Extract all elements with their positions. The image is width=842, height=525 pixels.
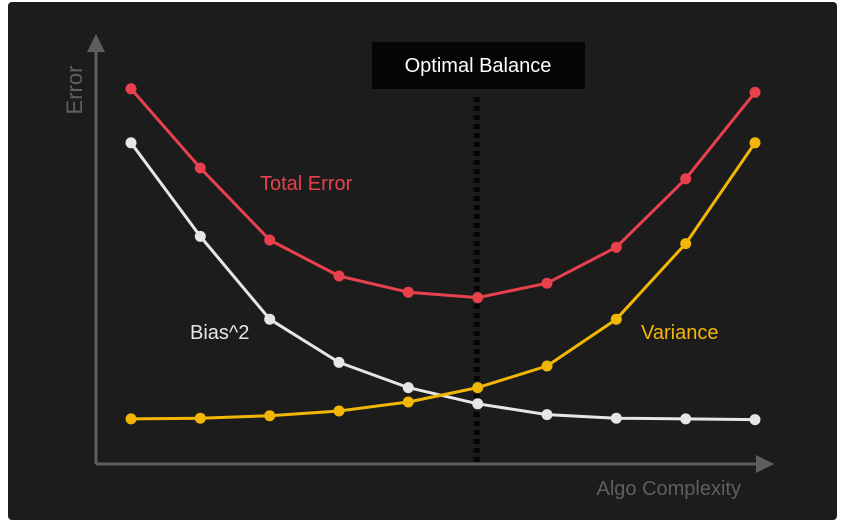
- data-point-bias-2: [402, 382, 414, 394]
- data-point-variance: [541, 360, 553, 372]
- data-point-total-error: [194, 162, 206, 174]
- series-total-error: [125, 83, 761, 304]
- data-point-variance: [472, 382, 484, 394]
- data-point-bias-2: [680, 413, 692, 425]
- data-point-bias-2: [541, 409, 553, 421]
- optimal-balance-label: Optimal Balance: [405, 55, 552, 77]
- data-point-total-error: [610, 241, 622, 253]
- data-point-total-error: [125, 83, 137, 95]
- data-point-bias-2: [610, 412, 622, 424]
- data-point-variance: [610, 313, 622, 325]
- data-point-variance: [749, 137, 761, 149]
- chart-frame: Error Algo Complexity Optimal Balance To…: [8, 2, 837, 520]
- data-point-variance: [125, 413, 137, 425]
- data-point-variance: [264, 410, 276, 422]
- data-point-bias-2: [194, 230, 206, 242]
- data-point-variance: [680, 238, 692, 250]
- data-point-variance: [402, 396, 414, 408]
- series-variance: [125, 137, 761, 425]
- data-point-total-error: [264, 234, 276, 246]
- y-axis-arrow-icon: [87, 34, 105, 52]
- data-point-total-error: [472, 292, 484, 304]
- series-label-bias: Bias^2: [190, 322, 249, 344]
- data-point-total-error: [541, 277, 553, 289]
- data-point-bias-2: [125, 137, 137, 149]
- y-axis-title: Error: [62, 66, 87, 115]
- data-point-bias-2: [264, 313, 276, 325]
- series-line-bias-2: [129, 141, 756, 422]
- series-layer: [125, 83, 761, 426]
- data-point-variance: [333, 405, 345, 417]
- data-point-total-error: [749, 86, 761, 98]
- series-label-total-error: Total Error: [260, 173, 353, 195]
- data-point-bias-2: [333, 356, 345, 368]
- bias-variance-chart: Error Algo Complexity Optimal Balance To…: [62, 34, 774, 500]
- data-point-variance: [194, 412, 206, 424]
- series-bias-2: [125, 137, 761, 426]
- data-point-bias-2: [472, 398, 484, 410]
- optimal-balance-box: [372, 42, 585, 89]
- series-labels: Total Error Bias^2 Variance: [190, 173, 718, 344]
- x-axis-title: Algo Complexity: [596, 478, 741, 500]
- series-line-total-error: [129, 87, 757, 300]
- data-point-total-error: [680, 173, 692, 185]
- data-point-total-error: [333, 270, 345, 282]
- x-axis-arrow-icon: [756, 455, 774, 473]
- optimal-balance-annotation: Optimal Balance: [372, 42, 585, 464]
- series-label-variance: Variance: [641, 322, 718, 344]
- data-point-bias-2: [749, 414, 761, 426]
- axes: Error Algo Complexity: [62, 34, 774, 500]
- data-point-total-error: [402, 286, 414, 298]
- series-line-variance: [130, 141, 757, 421]
